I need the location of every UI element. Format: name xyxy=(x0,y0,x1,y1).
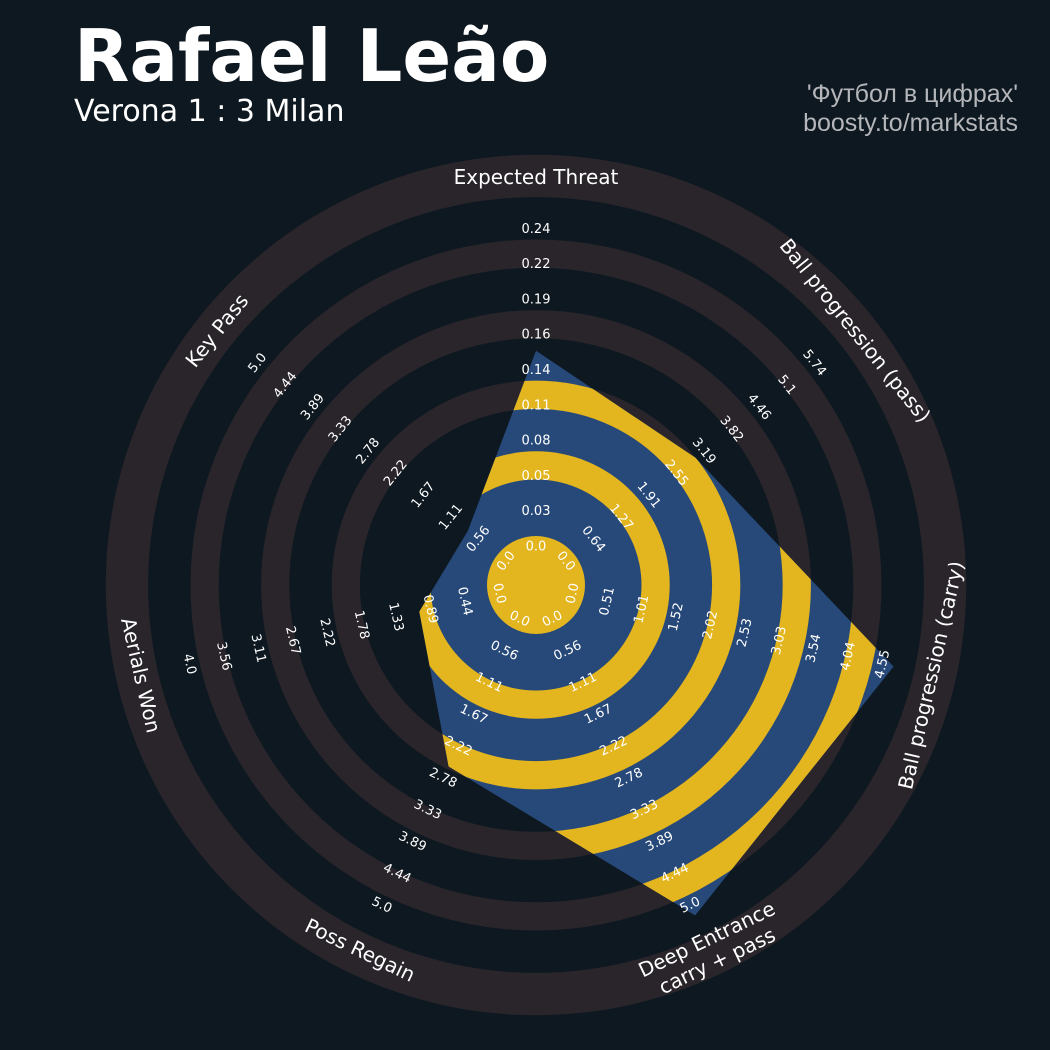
tick-label: 0.14 xyxy=(522,363,551,378)
player-name-title: Rafael Leão xyxy=(74,14,550,98)
player-polygon-bands xyxy=(419,350,882,916)
tick-label: 0.22 xyxy=(522,257,551,272)
tick-label: 2.22 xyxy=(316,617,337,649)
tick-label: 4.55 xyxy=(872,648,893,680)
credit-block: 'Футбол в цифрах' boosty.to/markstats xyxy=(803,80,1018,138)
tick-label: 0.0 xyxy=(489,582,508,606)
match-subtitle: Verona 1 : 3 Milan xyxy=(74,94,345,129)
credit-line-1: 'Футбол в цифрах' xyxy=(806,80,1018,108)
tick-label: 0.0 xyxy=(563,582,582,606)
tick-label: 0.05 xyxy=(522,469,551,484)
tick-label: 0.24 xyxy=(522,222,551,237)
tick-label: 2.67 xyxy=(282,625,303,657)
tick-label: 0.11 xyxy=(522,398,551,413)
tick-label: 4.0 xyxy=(180,652,199,676)
tick-label: 2.02 xyxy=(700,609,721,641)
tick-label: 1.78 xyxy=(351,609,372,641)
player-center-disc xyxy=(487,536,585,634)
tick-label: 1.01 xyxy=(631,593,652,625)
tick-label: 0.0 xyxy=(526,540,547,555)
tick-label: 3.11 xyxy=(247,633,268,665)
tick-label: 0.08 xyxy=(522,434,551,449)
tick-label: 4.04 xyxy=(838,641,859,673)
tick-label: 0.03 xyxy=(522,504,551,519)
tick-label: 1.52 xyxy=(666,601,687,633)
credit-line-2: boosty.to/markstats xyxy=(803,109,1018,137)
tick-label: 0.51 xyxy=(597,586,618,618)
player-polygon xyxy=(419,350,894,916)
tick-label: 3.03 xyxy=(769,625,790,657)
tick-label: 3.54 xyxy=(803,633,824,665)
tick-label: 0.44 xyxy=(454,586,475,618)
tick-label: 1.33 xyxy=(385,601,406,633)
tick-label: 2.53 xyxy=(735,617,756,649)
tick-label: 0.16 xyxy=(522,328,551,343)
tick-label: 1.11 xyxy=(436,501,466,533)
tick-label: 3.56 xyxy=(213,641,234,673)
tick-label: 1.67 xyxy=(409,479,439,511)
axis-label: Expected Threat xyxy=(454,165,619,189)
tick-label: 0.19 xyxy=(522,292,551,307)
tick-label: 0.89 xyxy=(420,593,441,625)
